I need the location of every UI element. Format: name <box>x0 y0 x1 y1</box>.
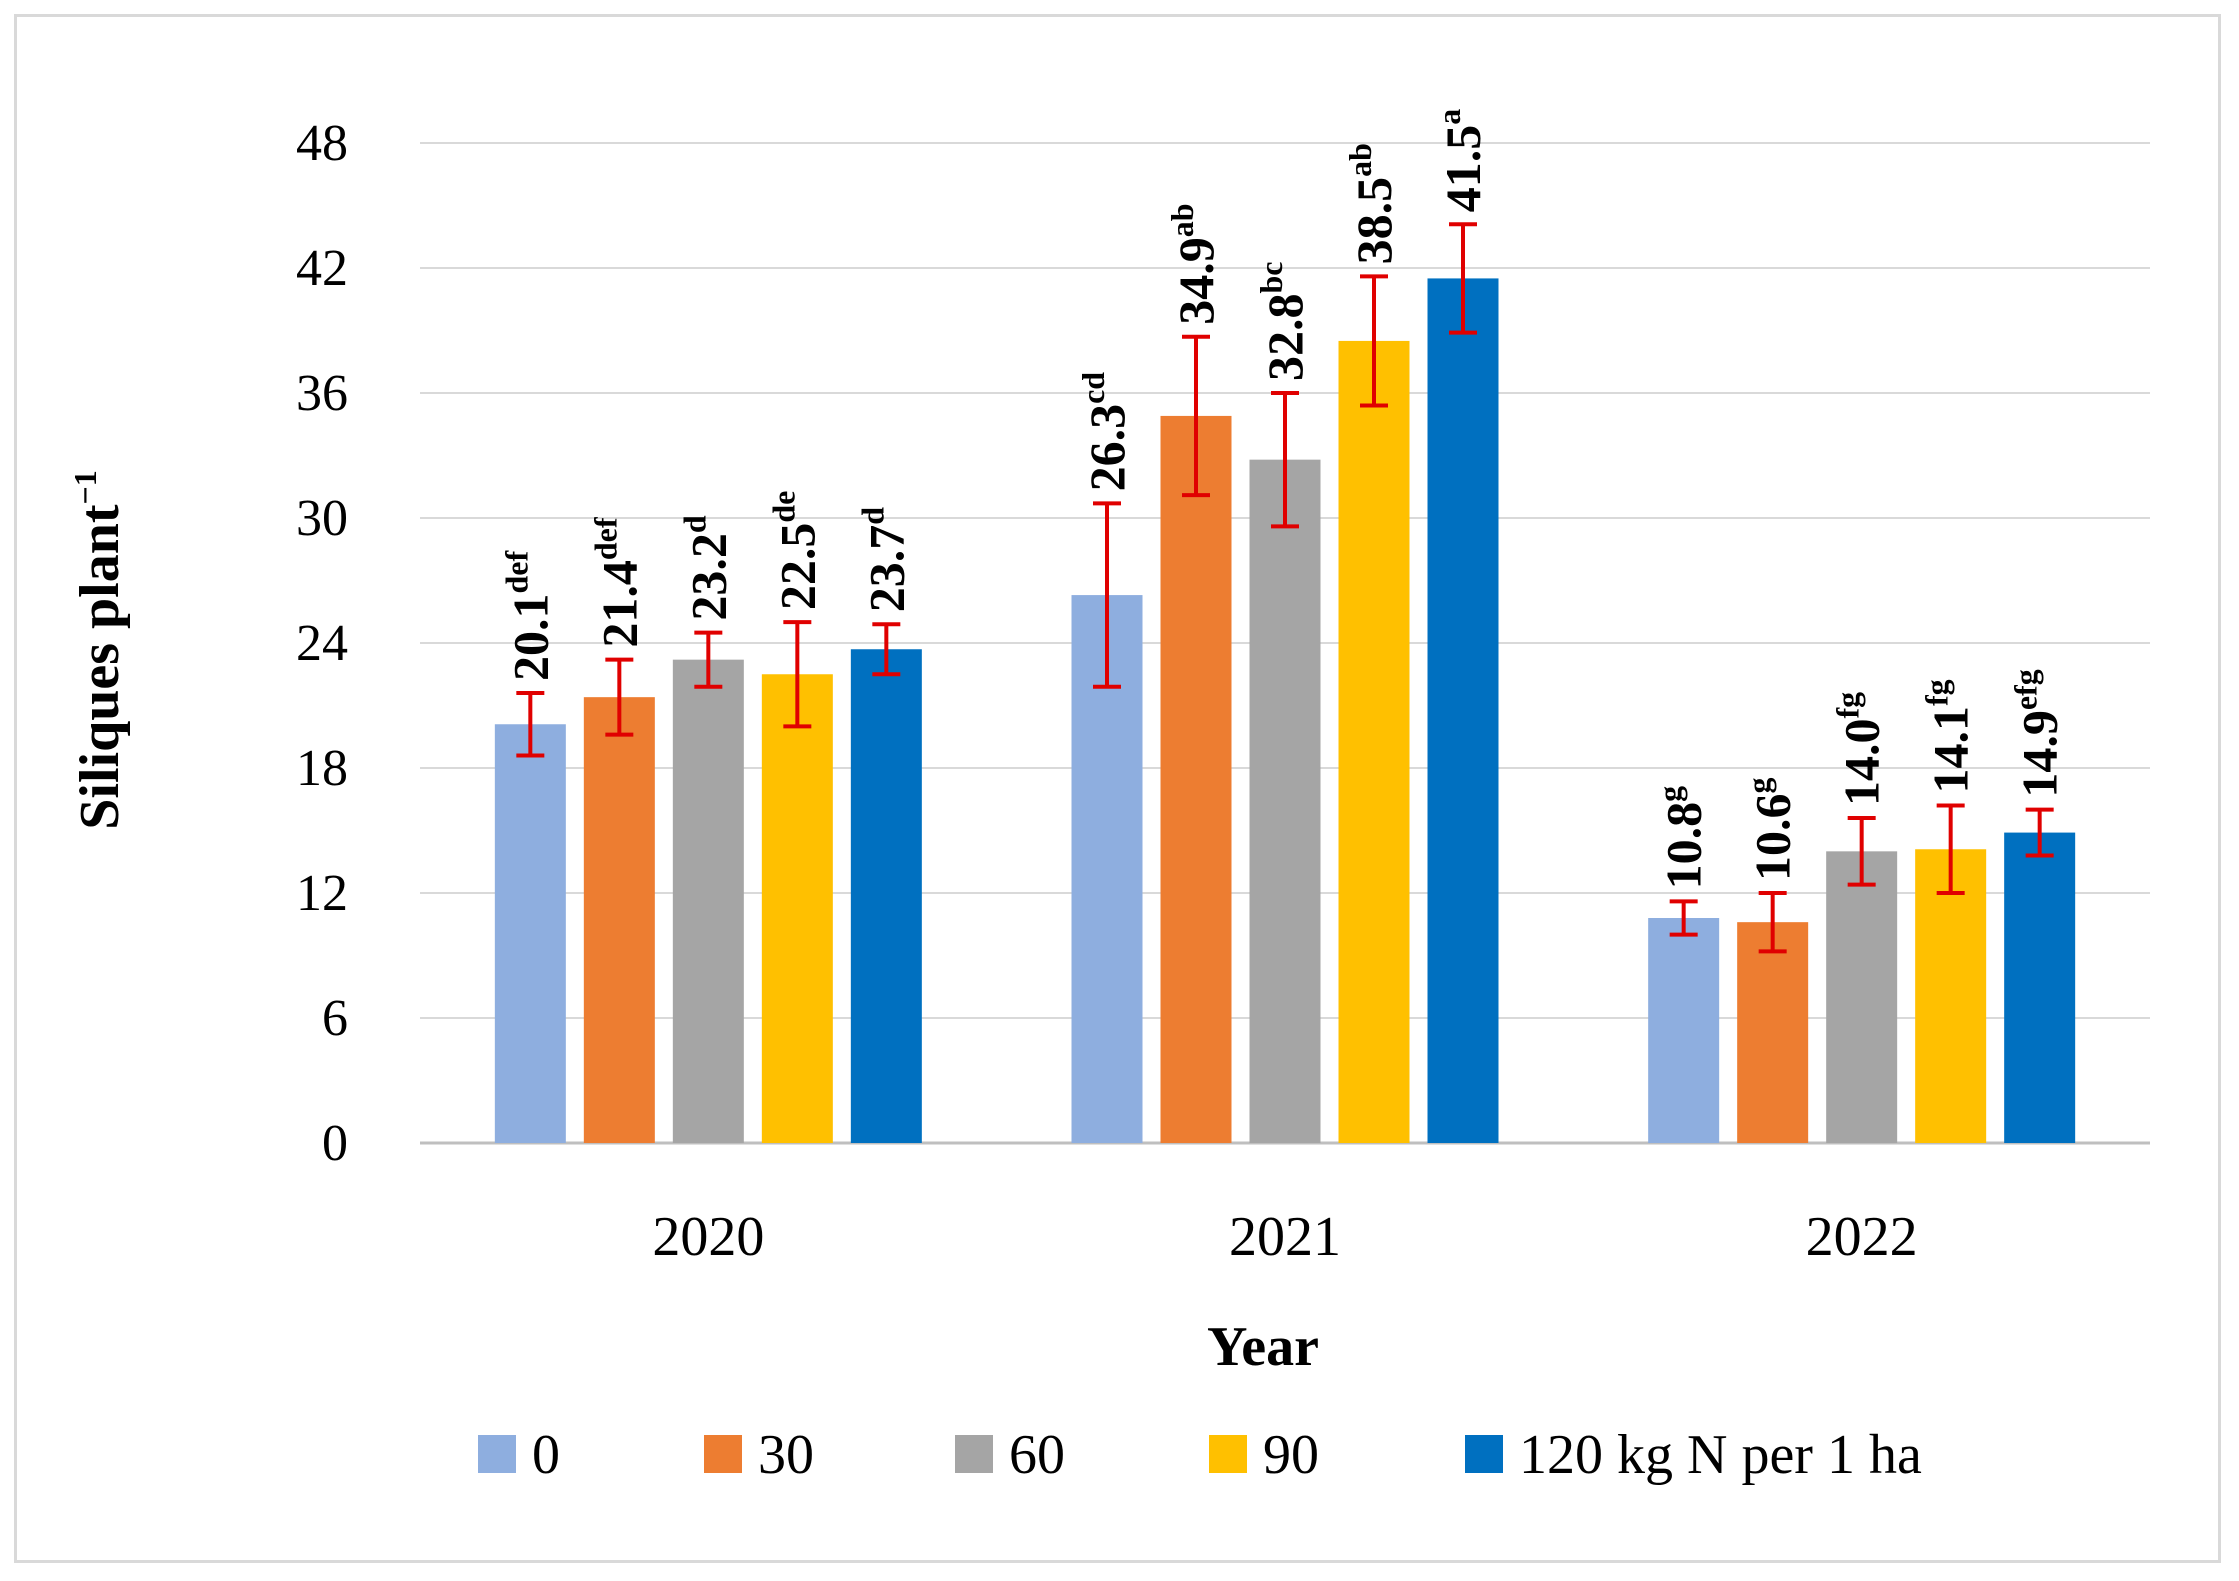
y-tick-label: 6 <box>322 990 348 1047</box>
data-labels: 20.1def 21.4def 23.2d 22.5de 23.7d 26.3cd 34.9… <box>498 109 2067 890</box>
data-label: 26.3cd <box>1075 372 1135 492</box>
y-tick-label: 36 <box>296 365 348 422</box>
y-tick-label: 48 <box>296 115 348 172</box>
legend-swatch <box>1465 1435 1503 1473</box>
data-label: 23.7d <box>854 507 914 613</box>
bar <box>850 649 922 1143</box>
data-label: 14.1fg <box>1919 679 1979 793</box>
data-label: 14.0fg <box>1830 692 1890 806</box>
data-label: 20.1def <box>498 551 558 682</box>
data-label: 10.6g <box>1741 778 1801 882</box>
bars <box>494 278 2076 1144</box>
legend-swatch <box>704 1435 742 1473</box>
legend-swatch <box>478 1435 516 1473</box>
x-category-label: 2022 <box>1806 1206 1918 1268</box>
x-axis-title: Year <box>1207 1316 1319 1378</box>
y-tick-label: 42 <box>296 240 348 297</box>
y-axis-ticks: 0 6 12 18 24 30 36 42 48 <box>296 115 348 1172</box>
x-category-label: 2021 <box>1229 1206 1341 1268</box>
bar <box>1427 278 1499 1144</box>
x-axis-categories: 2020 2021 2022 <box>652 1206 1917 1268</box>
x-category-label: 2020 <box>652 1206 764 1268</box>
legend-swatch <box>1209 1435 1247 1473</box>
data-label: 38.5ab <box>1342 143 1402 264</box>
legend-label: 0 <box>532 1424 560 1486</box>
bar <box>1648 918 1720 1143</box>
legend-swatch <box>955 1435 993 1473</box>
y-tick-label: 30 <box>296 490 348 547</box>
bar <box>1826 851 1898 1143</box>
y-tick-label: 18 <box>296 740 348 797</box>
data-label: 21.4def <box>587 517 647 648</box>
bar <box>672 659 744 1143</box>
bar <box>1160 415 1232 1144</box>
bar <box>1737 922 1809 1143</box>
y-tick-label: 0 <box>322 1115 348 1172</box>
data-label: 23.2d <box>676 515 736 621</box>
legend-label: 60 <box>1009 1424 1065 1486</box>
bar <box>1249 459 1321 1144</box>
bar <box>2004 832 2076 1143</box>
legend-label: 90 <box>1263 1424 1319 1486</box>
bar <box>1338 340 1410 1144</box>
data-label: 41.5a <box>1431 109 1491 213</box>
data-label: 22.5de <box>765 491 825 611</box>
data-label: 14.9efg <box>2008 669 2068 797</box>
legend-label: 30 <box>758 1424 814 1486</box>
data-label: 32.8bc <box>1253 262 1313 382</box>
bar <box>583 697 655 1143</box>
error-bars <box>516 222 2054 954</box>
y-tick-label: 12 <box>296 865 348 922</box>
bar <box>494 724 566 1143</box>
legend-label: 120 kg N per 1 ha <box>1519 1424 1922 1486</box>
data-label: 10.8g <box>1652 786 1712 890</box>
data-label: 34.9ab <box>1164 203 1224 324</box>
legend: 0 30 60 90 120 kg N per 1 ha <box>478 1424 1922 1486</box>
bar <box>761 674 833 1143</box>
y-axis-title: Siliques plant−1 <box>67 470 131 830</box>
y-tick-label: 24 <box>296 615 348 672</box>
bar <box>1915 849 1987 1143</box>
